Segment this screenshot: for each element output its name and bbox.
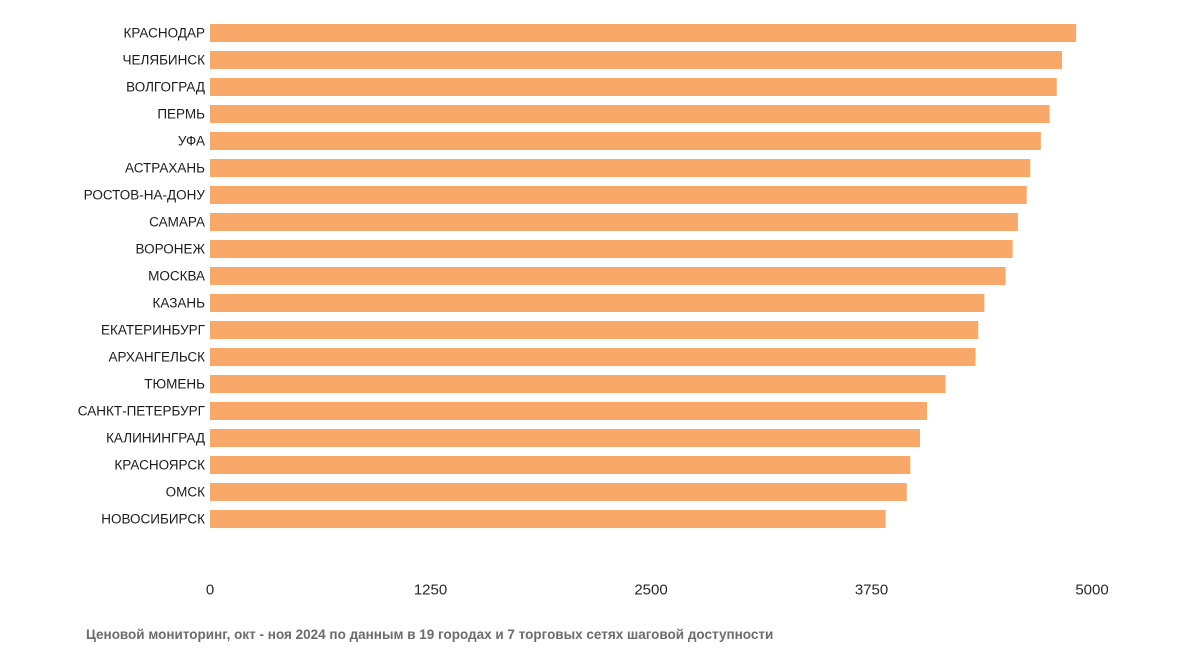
bar <box>210 510 886 528</box>
bar <box>210 429 921 447</box>
x-tick-label: 3750 <box>855 582 888 599</box>
bar <box>210 483 907 501</box>
bar <box>210 348 976 366</box>
category-label: НОВОСИБИРСК <box>101 512 205 527</box>
x-tick-label: 5000 <box>1075 582 1108 599</box>
bar <box>210 24 1077 42</box>
bar <box>210 51 1063 69</box>
bar <box>210 294 985 312</box>
category-label: АСТРАХАНЬ <box>125 161 205 176</box>
category-label: ЧЕЛЯБИНСК <box>122 53 205 68</box>
chart-caption: Ценовой мониторинг, окт - ноя 2024 по да… <box>86 627 774 642</box>
bar <box>210 186 1027 204</box>
category-label: ВОРОНЕЖ <box>136 242 206 257</box>
bar <box>210 402 928 420</box>
category-label: САНКТ-ПЕТЕРБУРГ <box>78 404 206 419</box>
category-label: КРАСНОДАР <box>123 26 205 41</box>
x-tick-label: 1250 <box>414 582 447 599</box>
category-label: МОСКВА <box>148 269 205 284</box>
category-label: АРХАНГЕЛЬСК <box>108 350 205 365</box>
category-label: КАЗАНЬ <box>153 296 206 311</box>
bar <box>210 105 1050 123</box>
category-label: САМАРА <box>149 215 205 230</box>
category-label: ОМСК <box>166 485 205 500</box>
category-label: ПЕРМЬ <box>157 107 205 122</box>
x-tick-label: 2500 <box>634 582 667 599</box>
bar <box>210 213 1018 231</box>
category-label: КРАСНОЯРСК <box>114 458 205 473</box>
bar <box>210 240 1013 258</box>
bar <box>210 321 979 339</box>
bar <box>210 375 946 393</box>
category-label: ВОЛГОГРАД <box>126 80 205 95</box>
category-label: ЕКАТЕРИНБУРГ <box>101 323 206 338</box>
bar <box>210 456 911 474</box>
bar <box>210 132 1041 150</box>
category-label: КАЛИНИНГРАД <box>106 431 205 446</box>
category-label: УФА <box>178 134 205 149</box>
bar <box>210 267 1006 285</box>
x-tick-label: 0 <box>206 582 214 599</box>
bar <box>210 159 1031 177</box>
category-label: РОСТОВ-НА-ДОНУ <box>84 188 206 203</box>
category-label: ТЮМЕНЬ <box>144 377 205 392</box>
bar <box>210 78 1057 96</box>
